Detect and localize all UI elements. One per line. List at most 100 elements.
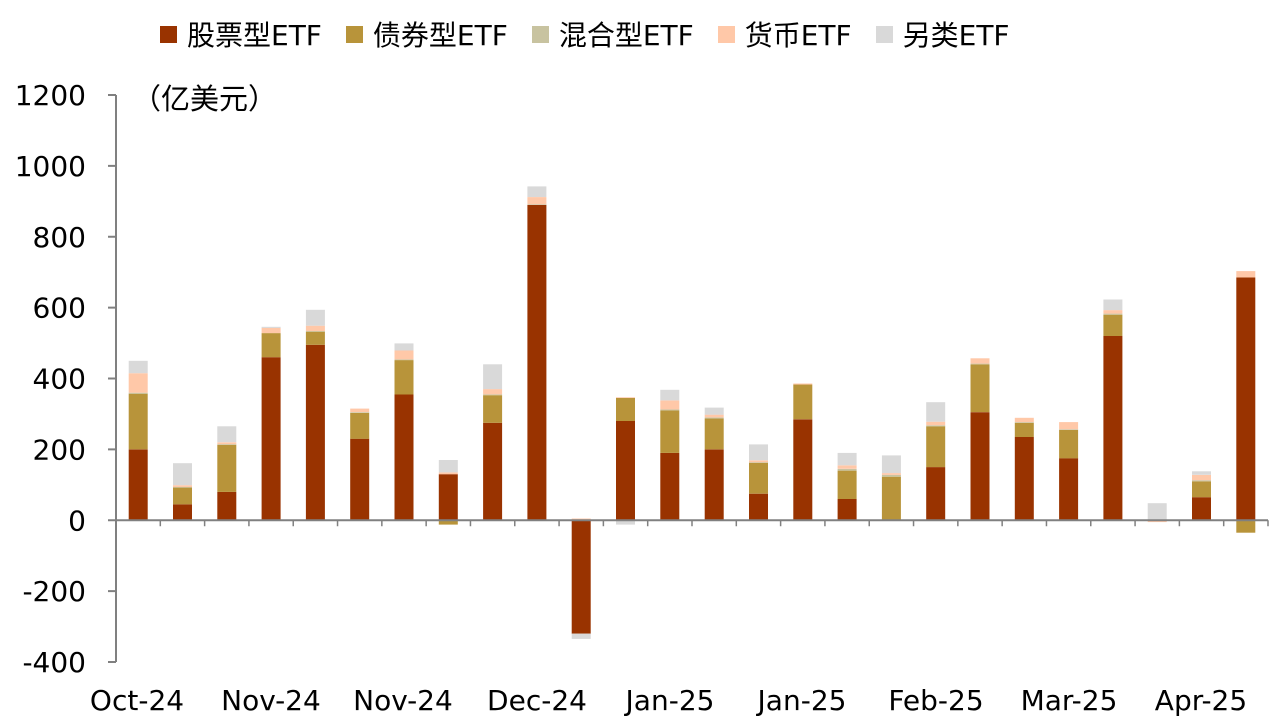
bar-segment bbox=[394, 350, 414, 360]
bar-segment bbox=[571, 633, 591, 639]
bar-segment bbox=[970, 364, 990, 413]
bar-segment bbox=[881, 473, 901, 475]
bar-segment bbox=[305, 344, 325, 521]
bar-segment bbox=[1059, 429, 1079, 430]
bar-segment bbox=[704, 418, 724, 450]
y-tick-label: 1200 bbox=[15, 79, 86, 112]
bar-segment bbox=[217, 444, 237, 445]
bar-segment bbox=[173, 485, 192, 487]
legend-swatch bbox=[160, 25, 177, 43]
bar-segment bbox=[261, 357, 281, 521]
bar-segment bbox=[1236, 520, 1256, 533]
bar-segment bbox=[1103, 313, 1123, 315]
x-tick-label: Jan-25 bbox=[624, 684, 715, 717]
bar-segment bbox=[926, 425, 946, 427]
bar-segment bbox=[483, 422, 503, 521]
x-tick-label: Jan-25 bbox=[756, 684, 847, 717]
bar-segment bbox=[128, 373, 148, 393]
legend-item: 股票型ETF bbox=[160, 14, 322, 54]
bar-segment bbox=[1103, 310, 1123, 314]
bar-segment bbox=[217, 491, 237, 521]
bar-segment bbox=[217, 442, 237, 445]
bar-segment bbox=[128, 392, 148, 394]
legend-item: 债券型ETF bbox=[345, 14, 508, 54]
bar-segment bbox=[660, 389, 680, 401]
bar-segment bbox=[1192, 481, 1211, 498]
bar-segment bbox=[1014, 437, 1034, 521]
x-tick-label: Nov-24 bbox=[221, 684, 321, 717]
x-tick-label: Feb-25 bbox=[888, 684, 983, 717]
y-tick-label: 800 bbox=[33, 221, 86, 254]
legend-item: 货币ETF bbox=[717, 14, 852, 54]
bar-segment bbox=[394, 360, 414, 395]
legend-label: 股票型ETF bbox=[187, 19, 322, 52]
bar-segment bbox=[837, 468, 857, 471]
legend-swatch bbox=[345, 25, 363, 43]
bar-segment bbox=[438, 472, 458, 475]
bar-segment bbox=[704, 414, 724, 418]
bar-segment bbox=[881, 474, 901, 477]
bar-segment bbox=[660, 409, 680, 411]
y-tick-label: 0 bbox=[68, 504, 86, 537]
bar-segment bbox=[305, 331, 325, 345]
bar-segment bbox=[1236, 271, 1256, 278]
bar-segment bbox=[970, 363, 990, 365]
bar-segment bbox=[483, 394, 503, 396]
bar-segment bbox=[1236, 277, 1256, 521]
bar-segment bbox=[837, 465, 857, 469]
bar-segment bbox=[217, 444, 237, 492]
bar-segment bbox=[1014, 417, 1034, 423]
legend-swatch bbox=[717, 25, 735, 43]
bar-segment bbox=[1014, 422, 1034, 437]
x-tick-label: Oct-24 bbox=[90, 684, 184, 717]
bar-segment bbox=[793, 383, 813, 385]
bar-segment bbox=[616, 421, 635, 521]
legend-label: 混合型ETF bbox=[558, 19, 694, 52]
legend-swatch bbox=[531, 25, 549, 43]
bar-segment bbox=[881, 476, 901, 521]
bar-segment bbox=[837, 470, 857, 499]
y-tick-label: 200 bbox=[33, 433, 86, 466]
bar-segment bbox=[749, 462, 768, 494]
bar-segment bbox=[128, 393, 148, 450]
y-tick-label: 400 bbox=[33, 363, 86, 396]
x-tick-label: Dec-24 bbox=[487, 684, 587, 717]
bar-segment bbox=[1192, 480, 1211, 482]
bar-segment bbox=[527, 197, 547, 205]
bar-segment bbox=[837, 499, 857, 521]
bar-segment bbox=[749, 493, 768, 521]
bar-segment bbox=[527, 204, 547, 205]
bar-segment bbox=[926, 402, 946, 422]
bar-segment bbox=[261, 326, 281, 328]
bar-segment bbox=[881, 455, 901, 474]
bar-segment bbox=[305, 309, 325, 326]
bar-segment bbox=[616, 398, 635, 421]
bar-segment bbox=[1103, 299, 1123, 311]
bar-segment bbox=[749, 462, 768, 463]
x-tick-label: Nov-24 bbox=[353, 684, 453, 717]
bar-segment bbox=[305, 331, 325, 332]
legend-label: 债券型ETF bbox=[372, 19, 508, 52]
bar-segment bbox=[571, 520, 591, 634]
bar-segment bbox=[1192, 474, 1211, 481]
bar-segment bbox=[1059, 458, 1079, 521]
bar-segment bbox=[793, 419, 813, 521]
bar-segment bbox=[1014, 422, 1034, 423]
legend-swatch bbox=[875, 25, 893, 43]
y-tick-label: 600 bbox=[33, 292, 86, 325]
y-tick-label: -200 bbox=[22, 575, 86, 608]
bar-segment bbox=[483, 389, 503, 395]
bar-segment bbox=[1147, 503, 1167, 521]
bar-segment bbox=[926, 426, 946, 468]
bar-segment bbox=[128, 449, 148, 521]
legend-label: 另类ETF bbox=[902, 19, 1010, 52]
bar-segment bbox=[837, 452, 857, 466]
bar-segment bbox=[394, 359, 414, 361]
bar-segment bbox=[1059, 429, 1079, 459]
bar-segment bbox=[970, 358, 990, 364]
bar-segment bbox=[660, 410, 680, 453]
bar-segment bbox=[926, 421, 946, 426]
bar-segment bbox=[438, 474, 458, 521]
bar-segment bbox=[128, 360, 148, 374]
y-axis-unit-label: （亿美元） bbox=[132, 82, 278, 116]
